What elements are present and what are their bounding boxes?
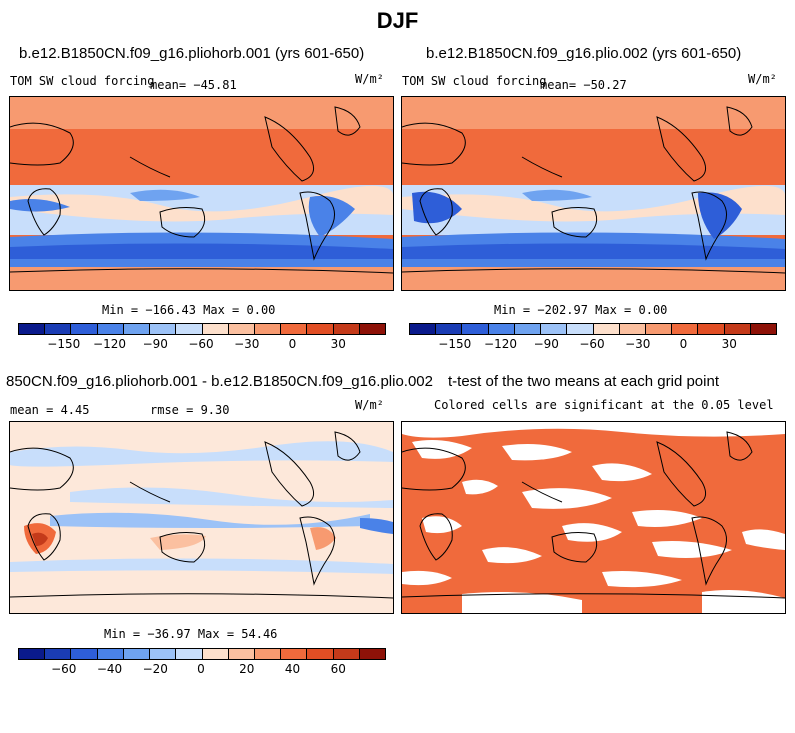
colorbar-swatch xyxy=(45,324,72,334)
colorbar-swatch xyxy=(150,649,177,659)
colorbar-swatch xyxy=(307,324,334,334)
colorbar-swatch xyxy=(228,649,255,659)
panel1-units: W/m² xyxy=(355,72,384,86)
colorbar-swatch xyxy=(202,649,229,659)
panel1-variable: TOM SW cloud forcing xyxy=(10,74,155,88)
colorbar-swatch xyxy=(541,324,568,334)
colorbar-swatch xyxy=(97,324,124,334)
colorbar-tick-label: −60 xyxy=(579,337,605,351)
colorbar-swatch xyxy=(333,324,360,334)
colorbar-swatch xyxy=(724,324,751,334)
colorbar-swatch xyxy=(750,324,777,334)
colorbar-swatch xyxy=(202,324,229,334)
colorbar-tick-label: 30 xyxy=(721,337,737,351)
colorbar-swatch xyxy=(228,324,255,334)
colorbar-tick-label: −60 xyxy=(188,337,214,351)
colorbar-swatch xyxy=(71,649,98,659)
panel3-units: W/m² xyxy=(355,398,384,412)
colorbar-tick-label: 20 xyxy=(239,662,255,676)
colorbar-swatch xyxy=(307,649,334,659)
colorbar-swatch xyxy=(150,324,177,334)
panel4-map-svg xyxy=(402,422,785,613)
colorbar-swatch xyxy=(645,324,673,334)
panel1-stats: Min = −166.43 Max = 0.00 xyxy=(102,303,276,317)
colorbar-tick-label: −90 xyxy=(142,337,168,351)
panel2-units: W/m² xyxy=(748,72,777,86)
colorbar-swatch xyxy=(176,324,203,334)
colorbar-swatch xyxy=(672,324,699,334)
panel1-map-svg xyxy=(10,97,393,290)
colorbar-swatch xyxy=(19,649,46,659)
panel4-title: t-test of the two means at each grid poi… xyxy=(448,373,719,390)
colorbar-swatch xyxy=(333,649,360,659)
panel2-colorbar-ticks: −150 −120 −90 −60 −30 0 30 xyxy=(409,337,775,353)
colorbar-swatch xyxy=(123,649,151,659)
colorbar-tick-label: −150 xyxy=(438,337,472,351)
panel2-variable: TOM SW cloud forcing xyxy=(402,74,547,88)
panel2-colorbar xyxy=(409,323,777,335)
colorbar-tick-label: 0 xyxy=(679,337,688,351)
colorbar-swatch xyxy=(514,324,542,334)
colorbar-tick-label: −30 xyxy=(625,337,651,351)
panel4-map xyxy=(401,421,786,614)
colorbar-tick-label: −120 xyxy=(93,337,126,351)
colorbar-tick-label: −20 xyxy=(142,662,168,676)
colorbar-swatch xyxy=(254,649,282,659)
colorbar-swatch xyxy=(176,649,203,659)
panel2-stats: Min = −202.97 Max = 0.00 xyxy=(494,303,668,317)
panel2-map-svg xyxy=(402,97,785,290)
panel3-rmse: rmse = 9.30 xyxy=(150,403,230,417)
panel3-mean: mean = 4.45 xyxy=(10,403,90,417)
colorbar-tick-label: 40 xyxy=(284,662,301,676)
colorbar-tick-label: 0 xyxy=(288,337,297,351)
panel3-map xyxy=(9,421,394,614)
colorbar-swatch xyxy=(97,649,124,659)
colorbar-tick-label: −150 xyxy=(47,337,81,351)
colorbar-swatch xyxy=(45,649,72,659)
panel3-stats: Min = −36.97 Max = 54.46 xyxy=(104,627,278,641)
panel3-colorbar xyxy=(18,648,386,660)
colorbar-swatch xyxy=(123,324,151,334)
panel2-title: b.e12.B1850CN.f09_g16.plio.002 (yrs 601-… xyxy=(426,45,742,62)
colorbar-swatch xyxy=(359,324,386,334)
colorbar-swatch xyxy=(593,324,620,334)
figure-title: DJF xyxy=(376,8,419,33)
panel1-colorbar-ticks: −150 −120 −90 −60 −30 0 30 xyxy=(18,337,384,353)
panel1-title: b.e12.B1850CN.f09_g16.pliohorb.001 (yrs … xyxy=(19,45,365,62)
colorbar-tick-label: 30 xyxy=(330,337,346,351)
panel1-colorbar xyxy=(18,323,386,335)
colorbar-swatch xyxy=(488,324,515,334)
panel2-mean: mean= −50.27 xyxy=(540,78,627,92)
panel1-map xyxy=(9,96,394,291)
colorbar-swatch xyxy=(619,324,646,334)
panel3-map-svg xyxy=(10,422,393,613)
colorbar-swatch xyxy=(359,649,386,659)
colorbar-tick-label: 60 xyxy=(330,662,346,676)
colorbar-swatch xyxy=(567,324,594,334)
colorbar-tick-label: −90 xyxy=(533,337,559,351)
panel4-subtitle: Colored cells are significant at the 0.0… xyxy=(434,398,774,412)
panel1-mean: mean= −45.81 xyxy=(150,78,237,92)
colorbar-swatch xyxy=(71,324,98,334)
colorbar-swatch xyxy=(19,324,46,334)
colorbar-tick-label: −40 xyxy=(96,662,123,676)
colorbar-swatch xyxy=(254,324,282,334)
panel2-map xyxy=(401,96,786,291)
colorbar-swatch xyxy=(281,649,308,659)
colorbar-swatch xyxy=(410,324,437,334)
colorbar-tick-label: 0 xyxy=(197,662,205,676)
panel3-title: 850CN.f09_g16.pliohorb.001 - b.e12.B1850… xyxy=(6,373,433,390)
panel3-colorbar-ticks: −60 −40 −20 0 20 40 60 xyxy=(18,662,384,678)
colorbar-swatch xyxy=(462,324,489,334)
colorbar-swatch xyxy=(281,324,308,334)
colorbar-swatch xyxy=(436,324,463,334)
colorbar-tick-label: −60 xyxy=(51,662,77,676)
colorbar-swatch xyxy=(698,324,725,334)
colorbar-tick-label: −30 xyxy=(234,337,260,351)
colorbar-tick-label: −120 xyxy=(484,337,517,351)
